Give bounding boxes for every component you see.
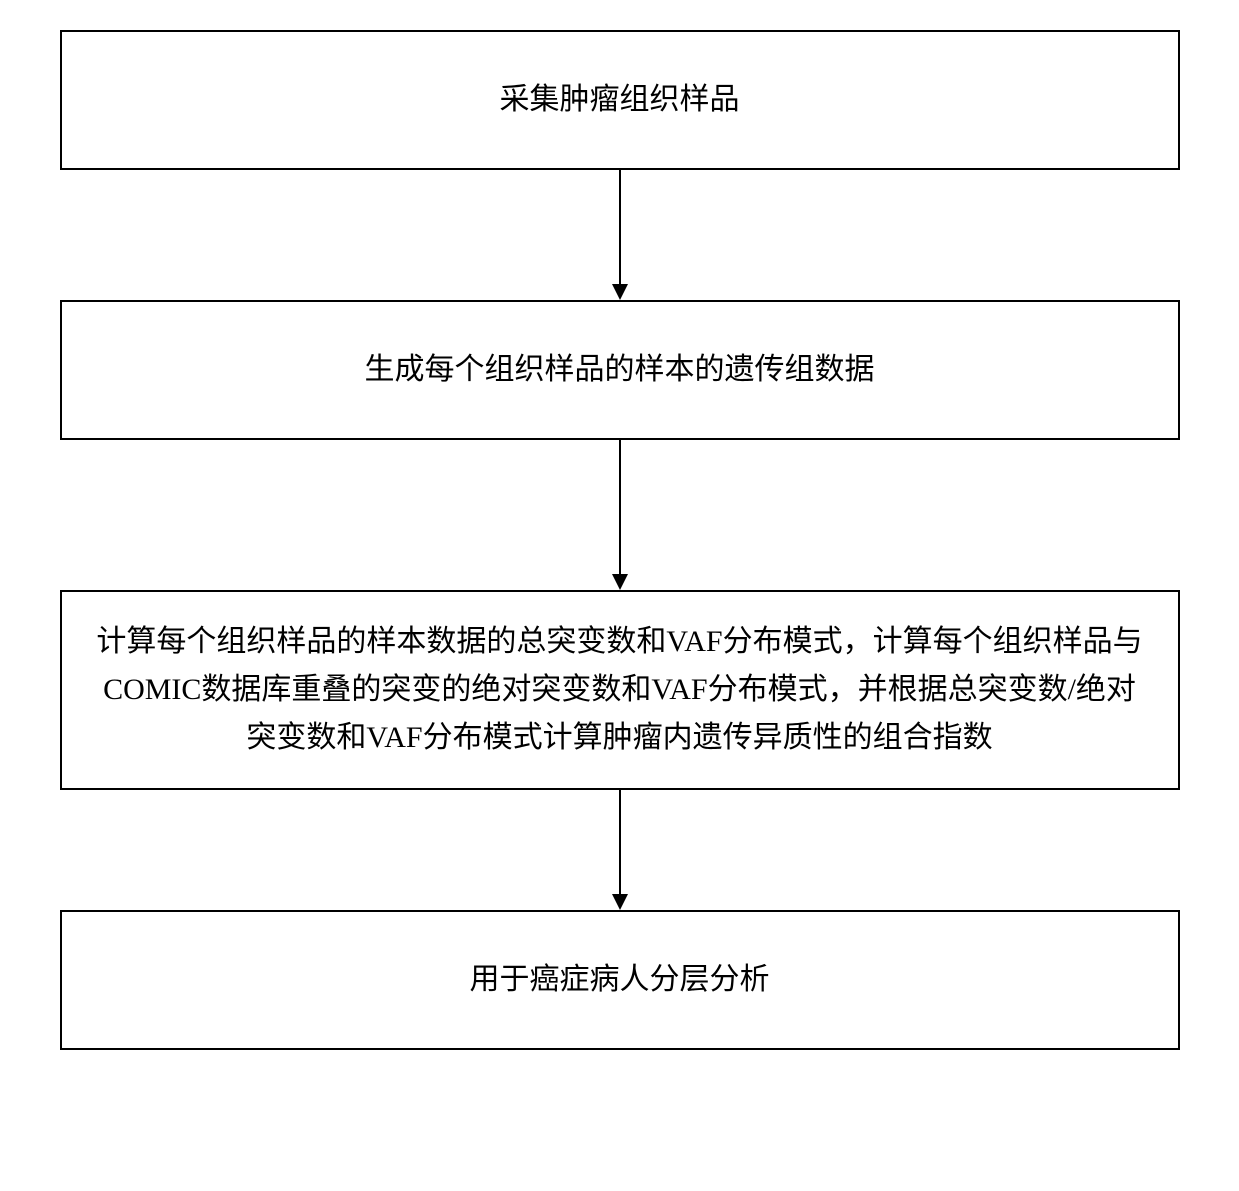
flow-arrow-2 bbox=[60, 440, 1180, 590]
flow-step-4: 用于癌症病人分层分析 bbox=[60, 910, 1180, 1050]
flow-arrow-1 bbox=[60, 170, 1180, 300]
flow-step-3-text: 计算每个组织样品的样本数据的总突变数和VAF分布模式，计算每个组织样品与COMI… bbox=[92, 618, 1148, 762]
arrow-down-icon bbox=[608, 170, 632, 300]
flow-step-1: 采集肿瘤组织样品 bbox=[60, 30, 1180, 170]
flow-step-2: 生成每个组织样品的样本的遗传组数据 bbox=[60, 300, 1180, 440]
flow-step-3: 计算每个组织样品的样本数据的总突变数和VAF分布模式，计算每个组织样品与COMI… bbox=[60, 590, 1180, 790]
flow-step-4-text: 用于癌症病人分层分析 bbox=[470, 956, 770, 1004]
flowchart-container: 采集肿瘤组织样品 生成每个组织样品的样本的遗传组数据 计算每个组织样品的样本数据… bbox=[60, 30, 1180, 1050]
flow-step-2-text: 生成每个组织样品的样本的遗传组数据 bbox=[365, 346, 875, 394]
arrow-down-icon bbox=[608, 790, 632, 910]
arrow-down-icon bbox=[608, 440, 632, 590]
flow-step-1-text: 采集肿瘤组织样品 bbox=[500, 76, 740, 124]
flow-arrow-3 bbox=[60, 790, 1180, 910]
